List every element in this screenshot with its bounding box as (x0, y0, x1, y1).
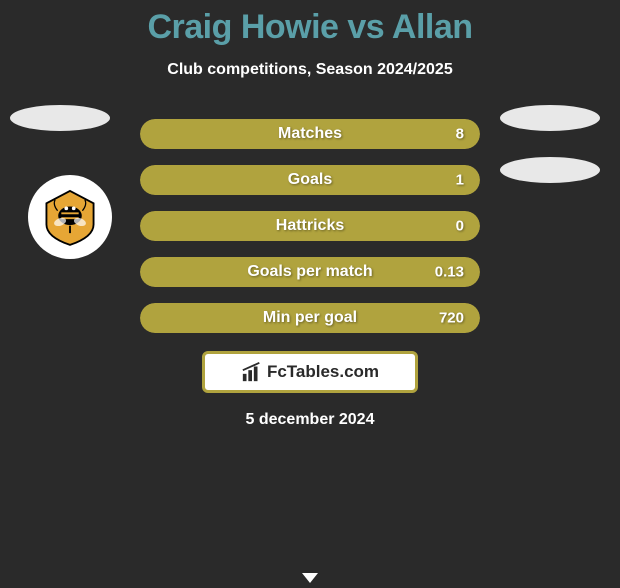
stat-bar: Matches 8 (140, 119, 480, 149)
stat-label: Hattricks (276, 217, 344, 235)
logo-label: FcTables.com (267, 362, 379, 382)
team-badge-alloa (28, 175, 112, 259)
right-team-placeholder-1 (500, 105, 600, 131)
stat-value: 1 (456, 172, 464, 189)
stat-bar: Goals 1 (140, 165, 480, 195)
stat-value: 8 (456, 126, 464, 143)
pointer-icon (302, 573, 318, 583)
stat-label: Goals (288, 171, 332, 189)
stat-value: 0 (456, 218, 464, 235)
stat-bar: Min per goal 720 (140, 303, 480, 333)
fctables-logo[interactable]: FcTables.com (202, 351, 418, 393)
comparison-container: Craig Howie vs Allan Club competitions, … (0, 8, 620, 429)
bee-icon (39, 186, 101, 248)
stat-label: Matches (278, 125, 342, 143)
stat-label: Min per goal (263, 309, 357, 327)
stats-section: Matches 8 Goals 1 Hattricks 0 Goals per match 0… (0, 119, 620, 333)
stat-value: 720 (439, 310, 464, 327)
page-title: Craig Howie vs Allan (0, 8, 620, 47)
stat-value: 0.13 (435, 264, 464, 281)
left-team-placeholder (10, 105, 110, 131)
stat-bar: Goals per match 0.13 (140, 257, 480, 287)
chart-icon (241, 361, 263, 383)
date-label: 5 december 2024 (0, 411, 620, 429)
right-team-placeholder-2 (500, 157, 600, 183)
subtitle: Club competitions, Season 2024/2025 (0, 61, 620, 79)
stat-bar: Hattricks 0 (140, 211, 480, 241)
logo-text: FcTables.com (241, 361, 379, 383)
stat-label: Goals per match (247, 263, 372, 281)
